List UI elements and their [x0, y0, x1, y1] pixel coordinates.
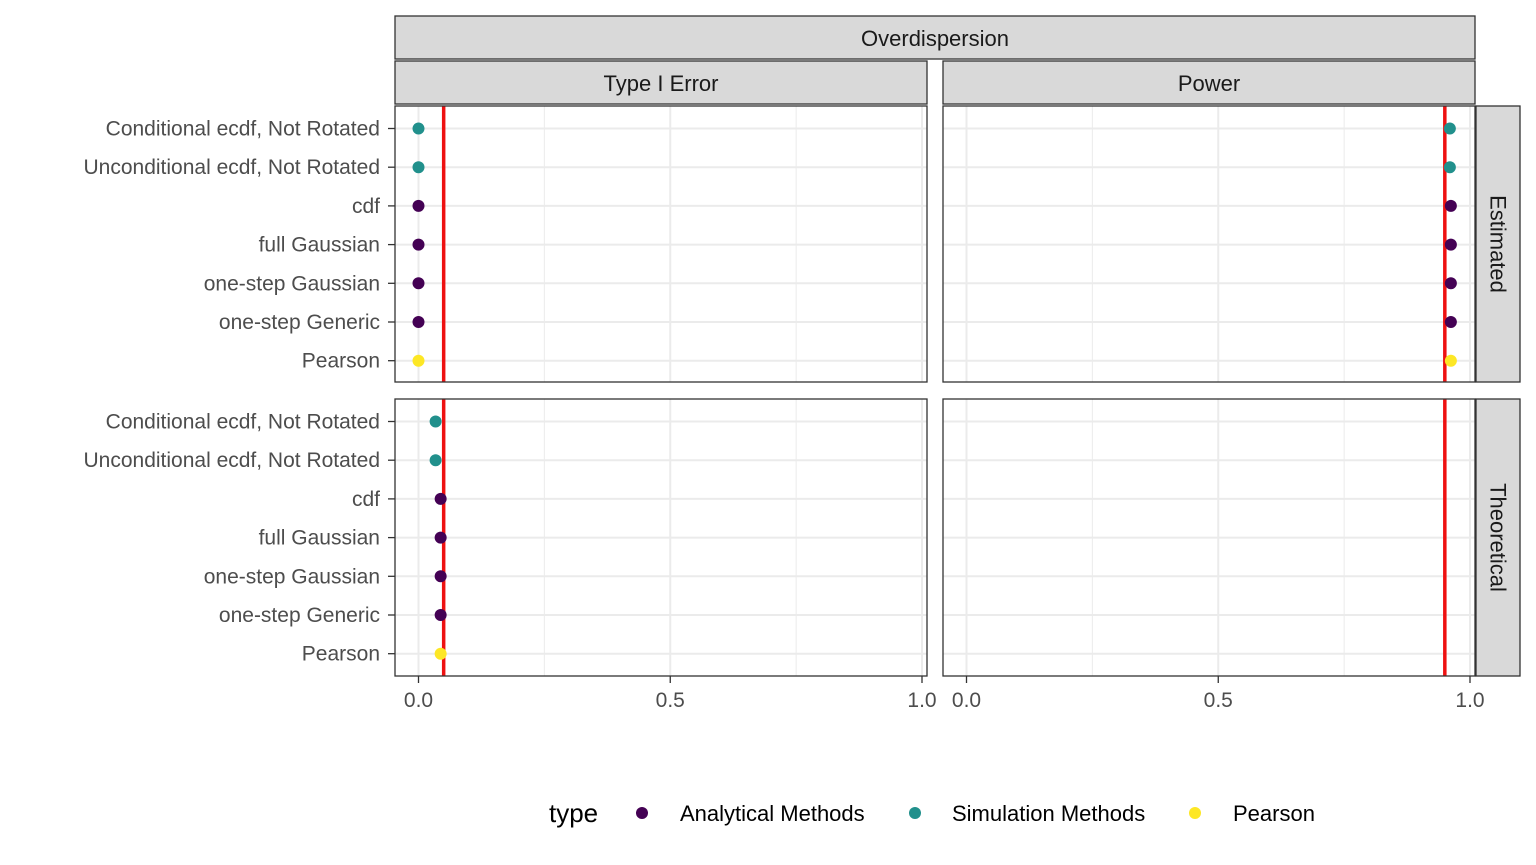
column-strip-label-power: Power — [1178, 71, 1240, 96]
row-strip-theoretical — [1475, 398, 1521, 677]
point-type-i-error-theoretical-one-step-generic — [434, 609, 447, 621]
point-type-i-error-theoretical-unconditional-ecdf-not-rotated — [429, 454, 442, 467]
y-tick-label-estimated-full-gaussian: full Gaussian — [259, 234, 380, 257]
legend-key-simulation-methods — [909, 807, 921, 819]
row-strip-label-theoretical: Theoretical — [1486, 483, 1511, 592]
x-tick-label-type-i-error-0-0: 0.0 — [404, 689, 433, 712]
point-power-estimated-conditional-ecdf-not-rotated — [1443, 122, 1456, 135]
x-tick-label-type-i-error-0-5: 0.5 — [656, 689, 685, 712]
point-power-estimated-full-gaussian — [1444, 238, 1457, 251]
y-tick-label-theoretical-one-step-gaussian: one-step Gaussian — [204, 565, 380, 588]
panel-border-power-theoretical — [942, 398, 1476, 677]
column-strip-type-i-error — [394, 60, 928, 105]
column-strip-power — [942, 60, 1476, 105]
column-strip-label-type-i-error: Type I Error — [604, 71, 719, 96]
x-tick-label-power-1-0: 1.0 — [1455, 689, 1484, 712]
x-tick-label-power-0-5: 0.5 — [1204, 689, 1233, 712]
point-power-estimated-pearson — [1444, 354, 1457, 367]
y-tick-label-estimated-one-step-gaussian: one-step Gaussian — [204, 272, 380, 295]
y-tick-label-estimated-conditional-ecdf-not-rotated: Conditional ecdf, Not Rotated — [106, 118, 380, 141]
point-power-estimated-one-step-generic — [1444, 316, 1457, 328]
y-tick-label-theoretical-full-gaussian: full Gaussian — [259, 527, 380, 550]
point-type-i-error-estimated-conditional-ecdf-not-rotated — [412, 122, 425, 135]
row-strip-estimated — [1475, 105, 1521, 383]
row-strip-label-estimated: Estimated — [1486, 195, 1511, 293]
point-type-i-error-estimated-one-step-generic — [412, 316, 425, 328]
y-tick-label-estimated-cdf: cdf — [352, 195, 380, 218]
facet-strip-top — [394, 15, 1476, 60]
legend-key-pearson — [1189, 807, 1201, 819]
point-type-i-error-estimated-unconditional-ecdf-not-rotated — [412, 161, 425, 174]
y-tick-label-estimated-unconditional-ecdf-not-rotated: Unconditional ecdf, Not Rotated — [83, 156, 380, 179]
y-tick-label-theoretical-unconditional-ecdf-not-rotated: Unconditional ecdf, Not Rotated — [83, 449, 380, 472]
point-power-estimated-unconditional-ecdf-not-rotated — [1443, 161, 1456, 174]
y-tick-label-theoretical-conditional-ecdf-not-rotated: Conditional ecdf, Not Rotated — [106, 411, 380, 434]
y-tick-label-estimated-pearson: Pearson — [302, 350, 380, 373]
point-type-i-error-theoretical-pearson — [434, 647, 447, 660]
y-tick-label-theoretical-pearson: Pearson — [302, 643, 380, 666]
legend-key-analytical-methods — [636, 807, 648, 819]
x-tick-label-type-i-error-1-0: 1.0 — [907, 689, 936, 712]
point-type-i-error-estimated-full-gaussian — [412, 238, 425, 251]
legend-label-analytical-methods: Analytical Methods — [680, 801, 865, 826]
y-tick-label-theoretical-one-step-generic: one-step Generic — [219, 604, 380, 627]
y-tick-label-estimated-one-step-generic: one-step Generic — [219, 311, 380, 334]
x-tick-label-power-0-0: 0.0 — [952, 689, 981, 712]
point-type-i-error-theoretical-full-gaussian — [434, 531, 447, 544]
y-tick-label-theoretical-cdf: cdf — [352, 488, 380, 511]
legend-label-pearson: Pearson — [1233, 801, 1315, 826]
panel-border-power-estimated — [942, 105, 1476, 383]
legend-title: type — [549, 798, 598, 828]
facet-strip-top-label: Overdispersion — [861, 26, 1009, 51]
point-type-i-error-estimated-one-step-gaussian — [412, 277, 425, 290]
point-type-i-error-theoretical-one-step-gaussian — [434, 570, 447, 583]
point-type-i-error-theoretical-conditional-ecdf-not-rotated — [429, 415, 442, 428]
legend-label-simulation-methods: Simulation Methods — [952, 801, 1145, 826]
point-type-i-error-theoretical-cdf — [434, 492, 447, 505]
point-type-i-error-estimated-cdf — [412, 199, 425, 212]
point-power-estimated-cdf — [1444, 199, 1457, 212]
point-type-i-error-estimated-pearson — [412, 354, 425, 367]
point-power-estimated-one-step-gaussian — [1444, 277, 1457, 290]
